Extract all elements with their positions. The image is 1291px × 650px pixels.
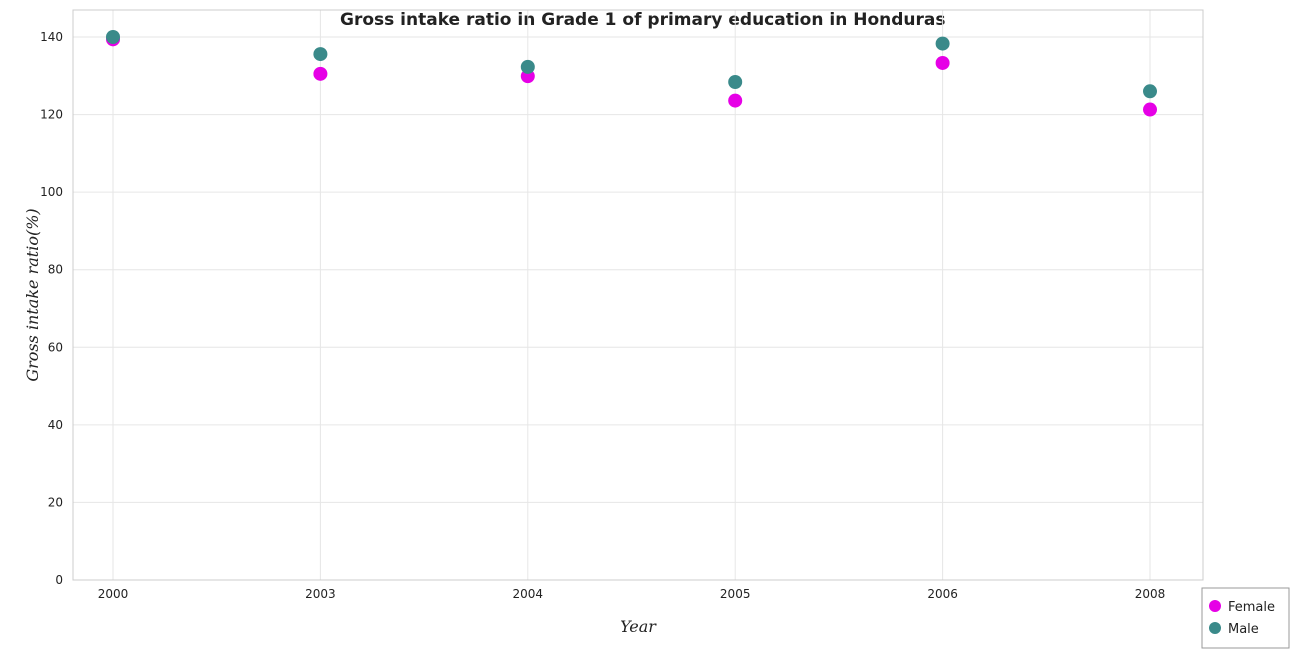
x-tick-label: 2006 — [927, 587, 958, 601]
y-tick-label: 80 — [48, 263, 63, 277]
point-male — [935, 36, 950, 51]
point-male — [313, 47, 328, 62]
y-tick-label: 100 — [40, 185, 63, 199]
chart-title: Gross intake ratio in Grade 1 of primary… — [340, 10, 945, 30]
legend: Female Male — [1201, 587, 1290, 649]
y-axis-label: Gross intake ratio(%) — [23, 208, 42, 381]
x-axis-ticks: 2000 2003 2004 2005 2006 2008 — [98, 587, 1166, 601]
y-tick-label: 140 — [40, 30, 63, 44]
y-tick-label: 20 — [48, 495, 63, 509]
y-tick-label: 40 — [48, 418, 63, 432]
point-female — [935, 55, 950, 70]
point-female — [1143, 102, 1157, 117]
point-male — [1143, 84, 1157, 99]
x-tick-label: 2004 — [513, 587, 544, 601]
y-tick-label: 60 — [48, 340, 63, 354]
point-male — [520, 59, 535, 74]
data-points — [106, 30, 1157, 117]
x-tick-label: 2003 — [305, 587, 336, 601]
point-female — [313, 66, 328, 81]
x-tick-label: 2005 — [720, 587, 751, 601]
legend-label-female: Female — [1228, 600, 1275, 615]
x-tick-label: 2000 — [98, 587, 129, 601]
x-axis-label: Year — [620, 617, 657, 636]
point-male — [106, 30, 120, 44]
y-axis-ticks: 0 20 40 60 80 100 120 140 — [40, 30, 63, 587]
legend-marker-male — [1209, 622, 1221, 634]
x-tick-label: 2008 — [1135, 587, 1166, 601]
y-tick-label: 120 — [40, 108, 63, 122]
legend-box — [1201, 587, 1290, 649]
legend-label-male: Male — [1228, 622, 1259, 637]
legend-marker-female — [1209, 600, 1221, 612]
point-female — [728, 93, 743, 108]
point-male — [728, 74, 743, 89]
y-tick-label: 0 — [55, 573, 63, 587]
plot-frame — [72, 9, 1204, 581]
grid — [73, 10, 1203, 581]
